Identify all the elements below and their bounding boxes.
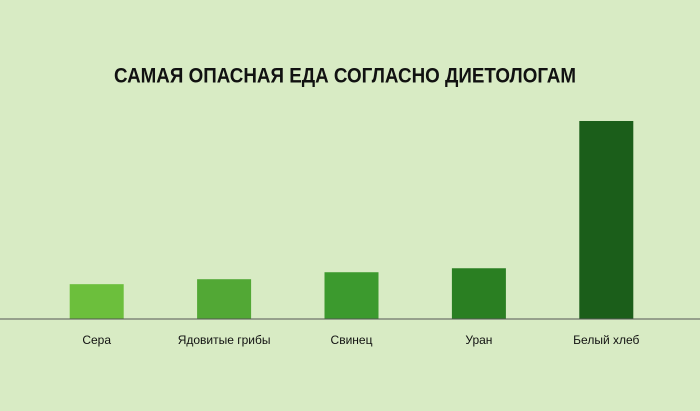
bar	[197, 279, 252, 319]
x-tick-label: Ядовитые грибы	[178, 333, 271, 347]
x-tick-label: Свинец	[331, 333, 373, 347]
x-tick-label: Белый хлеб	[573, 333, 639, 347]
bar	[451, 268, 506, 319]
x-tick-label: Сера	[82, 333, 111, 347]
x-tick-label: Уран	[465, 333, 492, 347]
bar	[324, 272, 379, 319]
bar	[69, 284, 124, 319]
bar	[579, 120, 634, 320]
chart-title: САМАЯ ОПАСНАЯ ЕДА СОГЛАСНО ДИЕТОЛОГАМ	[114, 65, 576, 88]
